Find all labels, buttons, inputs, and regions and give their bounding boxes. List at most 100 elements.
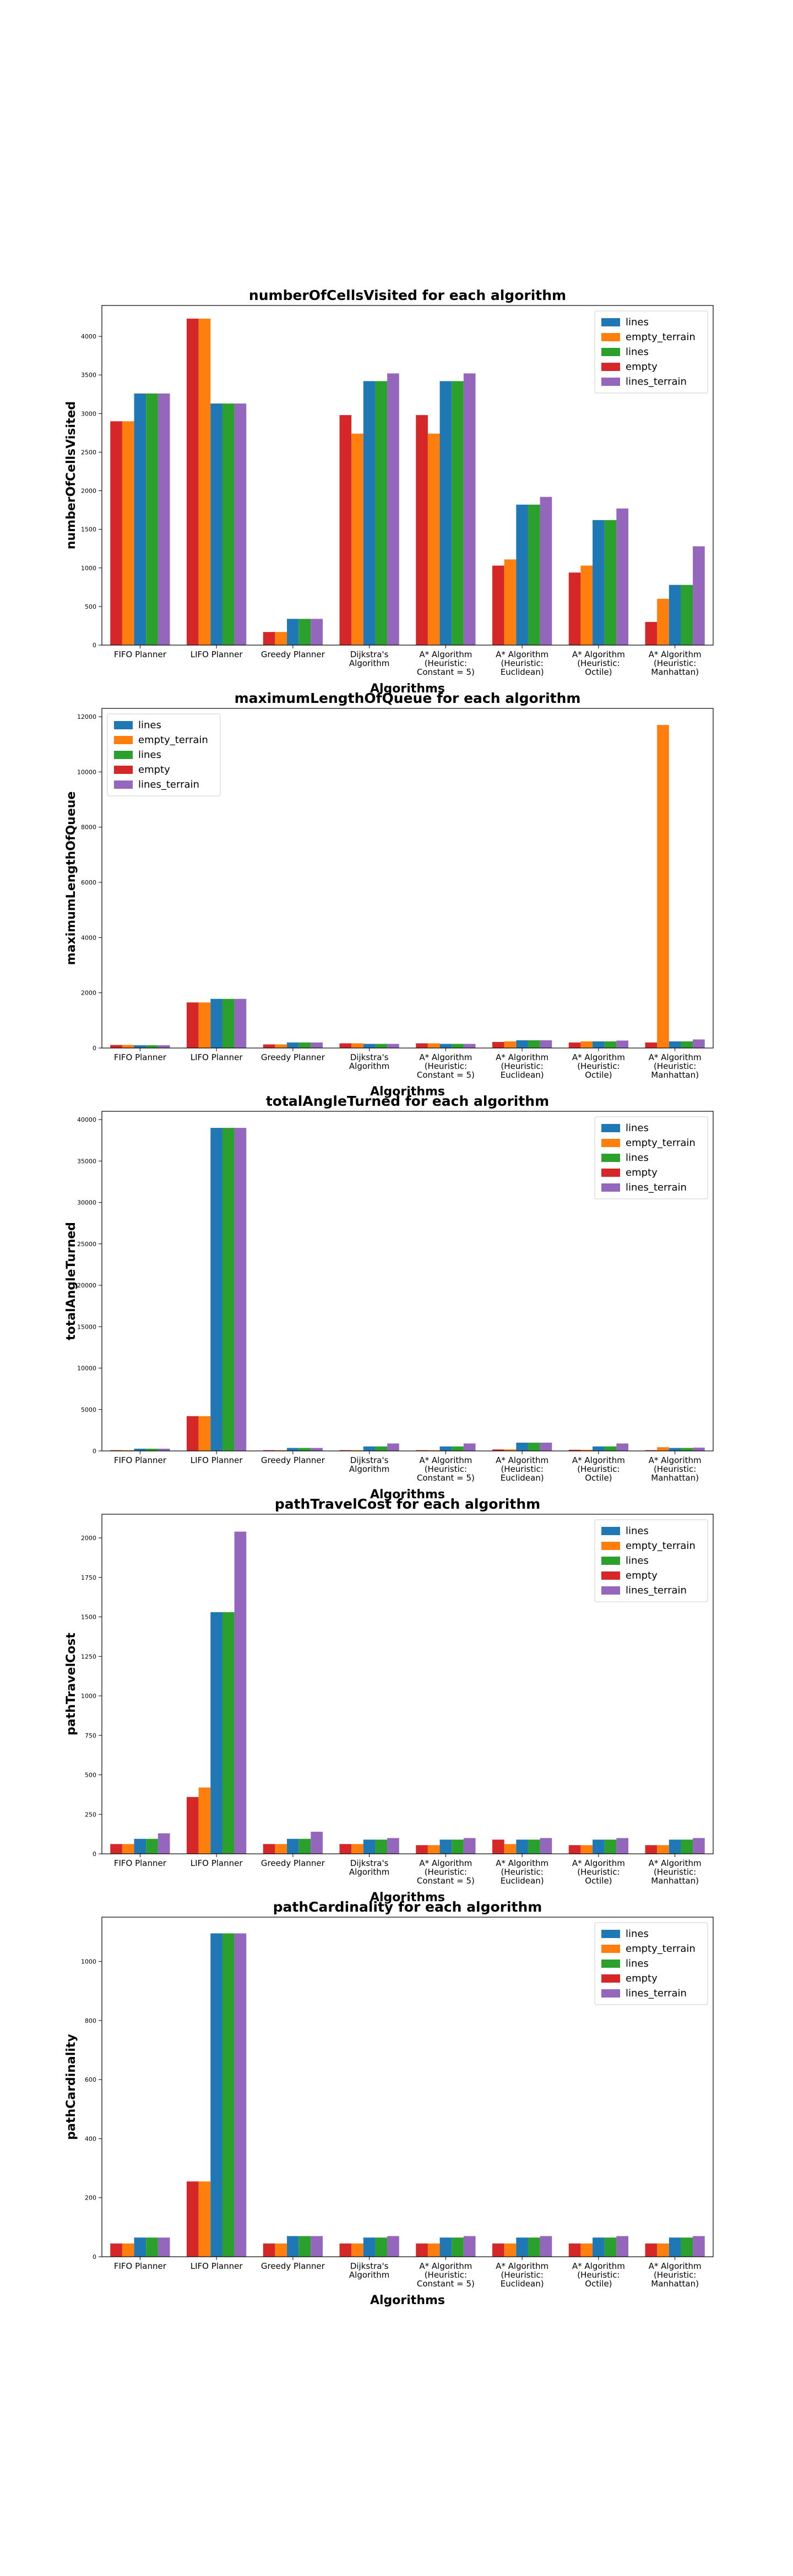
- bar-lines_terrain-2: [234, 1531, 247, 1854]
- bar-lines-4: [375, 1446, 388, 1451]
- x-tick-label: Greedy Planner: [261, 1455, 325, 1465]
- bar-empty_terrain-6: [504, 559, 517, 645]
- legend-swatch-lines_terrain: [114, 781, 133, 789]
- legend-label-lines_terrain: lines_terrain: [626, 1182, 687, 1193]
- bar-lines-8: [681, 1041, 693, 1048]
- bar-empty_terrain-7: [580, 1845, 593, 1854]
- bar-empty_terrain-6: [504, 2243, 517, 2257]
- bar-lines_terrain-6: [540, 1442, 552, 1451]
- bar-lines_terrain-4: [387, 1443, 399, 1451]
- bar-empty-5: [416, 1845, 428, 1854]
- bar-lines-4: [375, 381, 388, 645]
- bar-lines-2: [210, 403, 222, 645]
- bar-lines-2: [210, 1933, 222, 2257]
- bar-lines_terrain-5: [463, 1443, 476, 1451]
- bar-lines-7: [604, 1446, 617, 1451]
- bar-empty-2: [187, 318, 199, 645]
- bar-lines-4: [375, 1840, 388, 1854]
- x-tick-label: A* Algorithm (Heuristic: Octile): [572, 1052, 625, 1080]
- y-tick-label: 500: [85, 603, 96, 610]
- bar-empty_terrain-4: [351, 1844, 363, 1854]
- legend-box: [594, 1922, 708, 2005]
- x-tick-label: Dijkstra's Algorithm: [349, 650, 389, 668]
- x-tick-label: A* Algorithm (Heuristic: Manhattan): [649, 2261, 702, 2289]
- bar-lines-7: [593, 2237, 605, 2257]
- bar-lines-4: [363, 1044, 376, 1048]
- bar-empty_terrain-2: [198, 318, 211, 645]
- y-tick-label: 1250: [81, 1653, 96, 1660]
- bar-lines-6: [516, 1840, 528, 1854]
- x-tick-label: A* Algorithm (Heuristic: Octile): [572, 650, 625, 677]
- bar-empty_terrain-7: [580, 2243, 593, 2257]
- y-axis-label: pathTravelCost: [64, 1633, 78, 1735]
- bar-lines-6: [528, 1840, 540, 1854]
- bar-empty_terrain-3: [275, 632, 287, 645]
- x-axis-label: Algorithms: [370, 1891, 445, 1904]
- bar-lines-3: [298, 2236, 311, 2257]
- legend-swatch-lines: [601, 1557, 620, 1565]
- y-tick-label: 0: [93, 1448, 96, 1455]
- x-tick-label: FIFO Planner: [114, 1052, 167, 1062]
- bar-lines_terrain-7: [616, 1040, 628, 1048]
- bar-lines_terrain-6: [540, 2236, 552, 2257]
- bar-lines_terrain-7: [616, 1838, 628, 1854]
- bar-lines-5: [452, 1840, 464, 1854]
- legend-swatch-lines: [601, 318, 620, 326]
- y-tick-label: 0: [93, 642, 96, 649]
- x-tick-label: A* Algorithm (Heuristic: Manhattan): [649, 1455, 702, 1483]
- bar-empty-3: [263, 1044, 275, 1048]
- legend-label-lines_terrain: lines_terrain: [626, 1585, 687, 1596]
- bar-lines_terrain-5: [463, 1838, 476, 1854]
- y-tick-label: 3000: [81, 410, 96, 417]
- chart-3: totalAngleTurned for each algorithm 0 5000…: [64, 1093, 714, 1502]
- bar-empty-6: [492, 1449, 504, 1451]
- legend: linesempty_terrainlinesemptylines_terrai…: [594, 1519, 708, 1602]
- bar-empty-4: [339, 415, 352, 645]
- bar-empty-7: [568, 2243, 581, 2257]
- bar-lines-1: [146, 1448, 158, 1451]
- bar-empty-4: [339, 1844, 352, 1854]
- bar-lines-2: [210, 1128, 222, 1451]
- x-axis-label: Algorithms: [370, 682, 445, 696]
- bar-empty-4: [339, 1043, 352, 1048]
- bar-empty-8: [645, 2243, 658, 2257]
- legend-label-lines_terrain: lines_terrain: [626, 376, 687, 388]
- bar-empty-1: [110, 2243, 122, 2257]
- bar-lines-8: [681, 1448, 693, 1451]
- bar-empty-8: [645, 1450, 658, 1451]
- x-tick-label: A* Algorithm (Heuristic: Octile): [572, 1455, 625, 1483]
- plot-frame: [101, 1917, 714, 2257]
- y-tick-label: 5000: [81, 1406, 96, 1413]
- bar-empty_terrain-4: [351, 1450, 363, 1451]
- y-tick-label: 600: [85, 2076, 96, 2083]
- bar-empty-4: [339, 2243, 352, 2257]
- bar-lines-1: [134, 1045, 146, 1048]
- bar-empty_terrain-7: [580, 1041, 593, 1048]
- bar-lines_terrain-3: [311, 1831, 323, 1854]
- legend-label-lines: lines: [626, 1525, 649, 1537]
- y-tick-label: 35000: [77, 1158, 96, 1165]
- legend-swatch-empty_terrain: [114, 736, 133, 744]
- bar-lines-6: [528, 1040, 540, 1048]
- bar-lines-6: [528, 504, 540, 645]
- y-tick-label: 4000: [81, 934, 96, 941]
- y-tick-label: 2000: [81, 488, 96, 495]
- x-tick-label: Dijkstra's Algorithm: [349, 2261, 389, 2280]
- x-axis-label: Algorithms: [370, 1488, 445, 1502]
- plot-frame: [101, 305, 714, 646]
- legend-label-lines: lines: [626, 1152, 649, 1164]
- bar-lines-5: [439, 381, 452, 645]
- legend-box: [594, 1519, 708, 1602]
- bar-lines-7: [593, 1446, 605, 1451]
- legend-box: [594, 1116, 708, 1199]
- bar-lines-4: [363, 381, 376, 645]
- bar-lines_terrain-8: [693, 2236, 705, 2257]
- bar-lines-3: [298, 1042, 311, 1048]
- plot-frame: [101, 1514, 714, 1854]
- bar-lines-4: [363, 1840, 376, 1854]
- x-tick-label: A* Algorithm (Heuristic: Octile): [572, 1858, 625, 1886]
- chart-title: numberOfCellsVisited for each algorithm: [249, 287, 566, 303]
- bar-lines-5: [439, 1446, 452, 1451]
- legend-box: [594, 310, 708, 394]
- legend-label-lines_terrain: lines_terrain: [626, 1988, 687, 1999]
